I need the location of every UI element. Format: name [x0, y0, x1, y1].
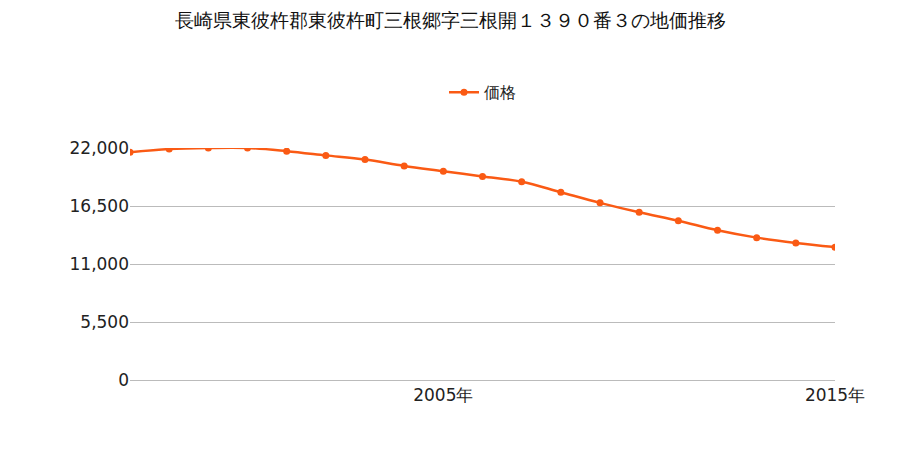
svg-text:11,000: 11,000: [70, 254, 129, 274]
svg-text:0: 0: [118, 370, 129, 390]
svg-text:16,500: 16,500: [70, 196, 129, 216]
svg-text:価格: 価格: [484, 83, 516, 102]
svg-text:長崎県東彼杵郡東彼杵町三根郷字三根開１３９０番３の地価推移: 長崎県東彼杵郡東彼杵町三根郷字三根開１３９０番３の地価推移: [175, 9, 726, 31]
svg-text:22,000: 22,000: [70, 138, 129, 158]
svg-text:5,500: 5,500: [80, 312, 129, 332]
svg-text:2015年: 2015年: [805, 385, 865, 405]
svg-text:2005年: 2005年: [413, 385, 473, 405]
